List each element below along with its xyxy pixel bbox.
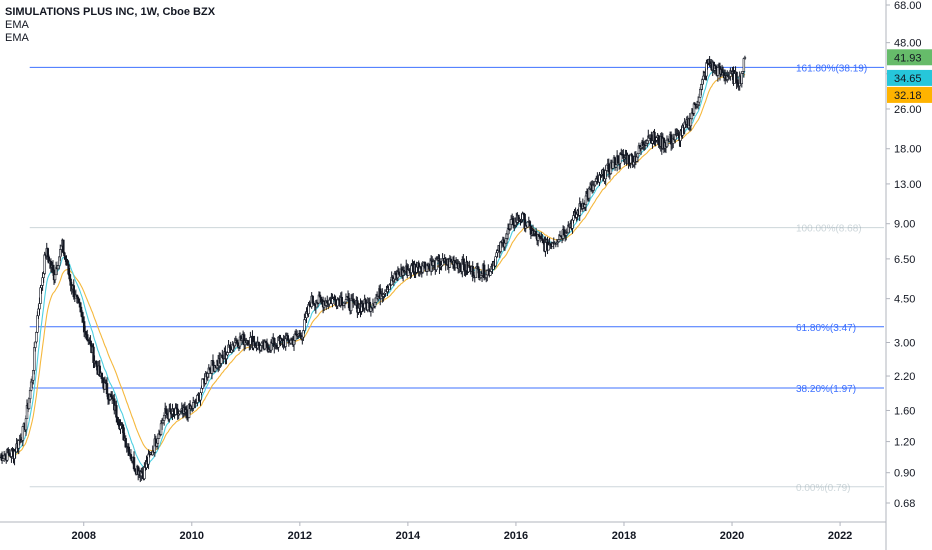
fib-level-label: 61.80%(3.47) (796, 323, 856, 334)
fib-level-label: 100.00%(8.68) (796, 224, 862, 235)
y-tick-label: 2.20 (894, 371, 915, 383)
candle-body (62, 239, 65, 254)
x-tick-label: 2008 (71, 530, 95, 542)
last-price-label: 41.93 (894, 52, 922, 64)
last-price-label: 32.18 (894, 90, 922, 102)
x-tick-label: 2016 (504, 530, 528, 542)
legend-ema-1: EMA (5, 19, 29, 31)
candle-body (742, 58, 746, 72)
x-tick-label: 2010 (180, 530, 204, 542)
candle-body (8, 452, 11, 456)
candle-body (129, 454, 133, 460)
candle-body (636, 153, 640, 158)
x-tick-label: 2018 (612, 530, 636, 542)
fib-level-label: 0.00%(0.79) (796, 483, 850, 494)
candle-body (132, 457, 136, 470)
candle-body (340, 297, 344, 306)
y-tick-label: 0.68 (894, 498, 915, 510)
y-tick-label: 68.00 (894, 0, 922, 12)
candle-body (528, 221, 532, 227)
y-tick-label: 48.00 (894, 38, 922, 50)
y-tick-label: 6.50 (894, 254, 915, 266)
y-tick-label: 1.60 (894, 405, 915, 417)
x-tick-label: 2012 (288, 530, 312, 542)
y-tick-label: 13.00 (894, 179, 922, 191)
candle-body (63, 252, 66, 257)
candle-body (303, 319, 306, 331)
y-tick-label: 3.00 (894, 337, 915, 349)
fib-level-label: 38.20%(1.97) (796, 384, 856, 395)
y-tick-label: 1.20 (894, 437, 915, 449)
candle-body (698, 96, 701, 103)
candle-body (35, 332, 38, 343)
candle-body (28, 389, 32, 400)
candle-body (474, 267, 478, 279)
y-tick-label: 4.50 (894, 294, 915, 306)
y-tick-label: 9.00 (894, 219, 915, 231)
candle-body (53, 274, 57, 281)
candle-body (95, 361, 98, 367)
y-tick-label: 18.00 (894, 144, 922, 156)
candle-body (156, 438, 160, 444)
candle-body (743, 56, 747, 59)
last-price-tag (887, 86, 932, 103)
candle-body (201, 378, 204, 389)
candle-body (740, 73, 743, 84)
candle-body (579, 203, 582, 207)
candle-body (512, 218, 515, 226)
candle-body (105, 383, 109, 395)
y-tick-label: 26.00 (894, 104, 922, 116)
last-price-tag (887, 69, 932, 86)
candle-body (349, 299, 353, 311)
legend-ema-2: EMA (5, 32, 29, 44)
fib-level-label: 161.80%(38.19) (796, 63, 867, 74)
candle-body (24, 418, 28, 431)
chart-title: SIMULATIONS PLUS INC, 1W, Cboe BZX (5, 6, 216, 18)
candle-body (328, 299, 331, 305)
candle-body (115, 405, 118, 418)
x-tick-label: 2020 (720, 530, 744, 542)
x-tick-label: 2022 (828, 530, 852, 542)
ema-fast-line (0, 68, 746, 469)
candle-body (38, 303, 41, 310)
candle-body (619, 153, 622, 164)
candle-body (249, 336, 252, 345)
candle-body (509, 219, 513, 225)
last-price-label: 34.65 (894, 73, 922, 85)
x-tick-label: 2014 (396, 530, 421, 542)
y-tick-label: 0.90 (894, 468, 915, 480)
last-price-tag (887, 49, 932, 66)
chart-legend: SIMULATIONS PLUS INC, 1W, Cboe BZX EMA E… (5, 6, 215, 45)
